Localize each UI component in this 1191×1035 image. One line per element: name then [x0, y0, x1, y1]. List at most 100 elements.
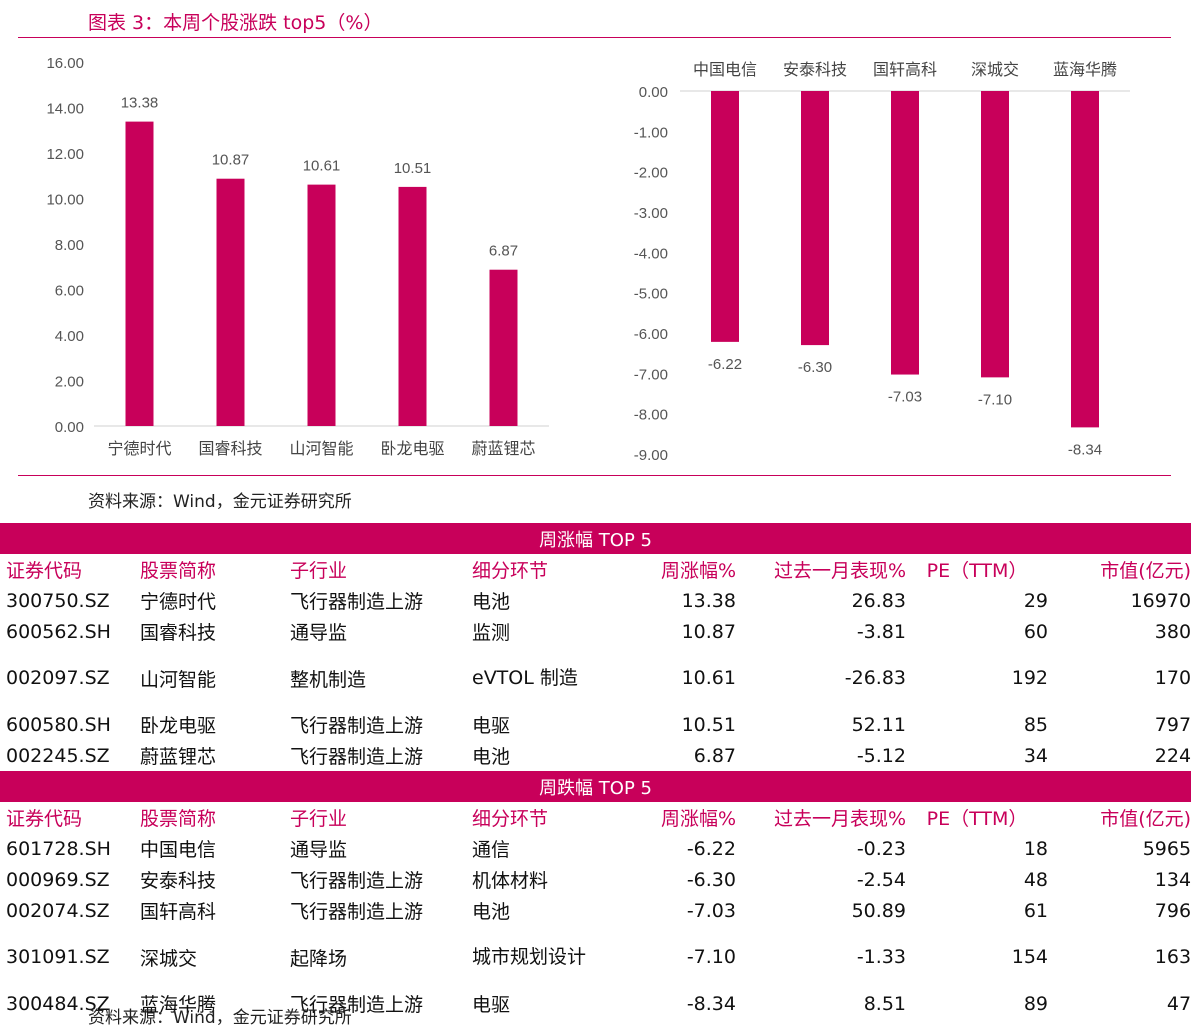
- table-cell: 机体材料: [472, 870, 549, 892]
- table-cell: 60: [1023, 620, 1048, 643]
- table-cell: 29: [1023, 589, 1048, 612]
- table-row: 300750.SZ 宁德时代 飞行器制造上游 电池 13.38 26.83 29 16970: [0, 585, 1191, 616]
- table-cell: 飞行器制造上游: [290, 715, 424, 737]
- column-header: 细分环节: [472, 808, 549, 830]
- table-cell: 电池: [472, 746, 511, 768]
- table-cell: 国轩高科: [140, 901, 217, 923]
- column-header: PE（TTM）: [926, 560, 1028, 582]
- column-header: 证券代码: [6, 808, 83, 830]
- bar-value-label: -6.22: [708, 356, 742, 373]
- table-row: 601728.SH 中国电信 通导监 通信 -6.22 -0.23 18 5965: [0, 833, 1191, 864]
- table-cell: 192: [1011, 667, 1048, 689]
- column-header: PE（TTM）: [926, 808, 1028, 830]
- bar-value-label: 10.87: [212, 152, 250, 169]
- table-cell: 26.83: [851, 589, 906, 612]
- column-header: 细分环节: [472, 560, 549, 582]
- column-header: 过去一月表现%: [773, 560, 906, 582]
- column-header: 过去一月表现%: [773, 808, 906, 830]
- table-cell: 13.38: [681, 589, 736, 612]
- table-cell: 002074.SZ: [6, 899, 110, 922]
- table-cell: 224: [1154, 744, 1191, 767]
- table-cell: 85: [1023, 713, 1048, 736]
- category-label: 安泰科技: [783, 61, 847, 79]
- table-cell: 300750.SZ: [6, 589, 110, 612]
- table-cell: 5965: [1142, 837, 1191, 860]
- table-cell: 89: [1023, 992, 1048, 1015]
- gainers-bar-chart: 0.00 2.00 4.00 6.00 8.00 10.00 12.00 14.00 16.00…: [46, 55, 549, 458]
- table-row: 600562.SH 国睿科技 通导监 监测 10.87 -3.81 60 380: [0, 616, 1191, 647]
- bar-value-label: -8.34: [1068, 441, 1102, 458]
- gainers-title-band: 周涨幅 TOP 5: [0, 523, 1191, 554]
- table-cell: 134: [1154, 868, 1191, 891]
- table-cell: -5.12: [856, 744, 906, 767]
- y-tick-label: -8.00: [634, 407, 668, 424]
- bar: [398, 186, 427, 426]
- category-label: 蔚蓝锂芯: [471, 440, 535, 458]
- y-tick-label: -9.00: [634, 447, 668, 464]
- table-cell: 国睿科技: [140, 622, 217, 644]
- y-tick-label: -1.00: [634, 124, 668, 141]
- table-cell: -6.30: [686, 868, 736, 891]
- bar-value-label: 6.87: [489, 243, 518, 260]
- table-cell: 通信: [472, 839, 511, 861]
- table-cell: 301091.SZ: [6, 946, 110, 968]
- table-cell: 002245.SZ: [6, 744, 110, 767]
- table-cell: 中国电信: [140, 839, 217, 861]
- table-cell: 10.51: [681, 713, 736, 736]
- column-header: 股票简称: [140, 560, 217, 582]
- column-header: 子行业: [290, 560, 348, 582]
- table-cell: 监测: [472, 622, 511, 644]
- title-rule: [18, 37, 1171, 38]
- y-tick-label: -3.00: [634, 205, 668, 222]
- table-source: 资料来源：Wind，金元证券研究所: [88, 1008, 352, 1028]
- y-tick-label: 16.00: [46, 55, 84, 72]
- losers-title-band: 周跌幅 TOP 5: [0, 771, 1191, 802]
- bar-value-label: 10.51: [394, 160, 432, 177]
- table-cell: 600562.SH: [6, 620, 111, 643]
- y-tick-label: 14.00: [46, 101, 84, 118]
- table-cell: 安泰科技: [140, 870, 217, 892]
- table-cell: 600580.SH: [6, 713, 111, 736]
- chart-source: 资料来源：Wind，金元证券研究所: [88, 492, 352, 512]
- table-row: 000969.SZ 安泰科技 飞行器制造上游 机体材料 -6.30 -2.54 48 134: [0, 864, 1191, 895]
- table-cell: 电驱: [472, 994, 511, 1016]
- table-cell: 山河智能: [140, 668, 217, 691]
- y-tick-label: -5.00: [634, 286, 668, 303]
- bar: [981, 91, 1009, 378]
- column-header: 子行业: [290, 808, 348, 830]
- table-cell: -7.03: [686, 899, 736, 922]
- category-label: 深城交: [971, 61, 1019, 79]
- y-tick-label: -2.00: [634, 165, 668, 182]
- table-cell: 卧龙电驱: [140, 715, 217, 737]
- table-cell: 796: [1154, 899, 1191, 922]
- column-header: 周涨幅%: [660, 560, 736, 582]
- bar: [891, 91, 919, 375]
- table-cell: 000969.SZ: [6, 868, 110, 891]
- table-cell: -6.22: [686, 837, 736, 860]
- bar-value-label: -7.03: [888, 389, 922, 406]
- table-cell: 通导监: [290, 622, 348, 644]
- table-cell: -2.54: [856, 868, 906, 891]
- category-label: 蓝海华腾: [1053, 61, 1117, 79]
- table-cell: 飞行器制造上游: [290, 870, 424, 892]
- table-cell: 电池: [472, 901, 511, 923]
- table-cell: 通导监: [290, 839, 348, 861]
- table-cell: -7.10: [686, 946, 736, 968]
- category-label: 卧龙电驱: [380, 440, 444, 458]
- table-cell: 16970: [1130, 589, 1191, 612]
- table-header-row: 证券代码 股票简称 子行业 细分环节 周涨幅% 过去一月表现% PE（TTM） 市值(亿元): [0, 802, 1191, 833]
- table-cell: 18: [1023, 837, 1048, 860]
- top5-table: 周涨幅 TOP 5 证券代码 股票简称 子行业 细分环节 周涨幅% 过去一月表现% PE（TT…: [0, 523, 1191, 1019]
- bar: [216, 178, 245, 426]
- table-cell: 10.87: [681, 620, 736, 643]
- table-row: 300484.SZ 蓝海华腾 飞行器制造上游 电驱 -8.34 8.51 89 47: [0, 988, 1191, 1019]
- table-cell: 48: [1023, 868, 1048, 891]
- table-cell: 52.11: [851, 713, 906, 736]
- y-tick-label: 12.00: [46, 146, 84, 163]
- y-tick-label: 10.00: [46, 192, 84, 209]
- table-cell: 154: [1011, 946, 1048, 968]
- y-tick-label: -6.00: [634, 326, 668, 343]
- y-tick-label: 4.00: [55, 328, 84, 345]
- table-cell: 50.89: [851, 899, 906, 922]
- y-tick-label: -4.00: [634, 245, 668, 262]
